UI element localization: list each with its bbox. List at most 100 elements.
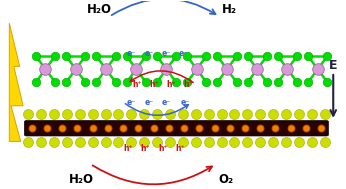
Text: e⁻: e⁻ bbox=[162, 49, 171, 58]
Point bbox=[124, 81, 129, 84]
Point bbox=[212, 127, 217, 130]
Point bbox=[166, 127, 172, 130]
Point bbox=[325, 81, 330, 84]
Point bbox=[64, 113, 70, 116]
Point bbox=[103, 68, 109, 71]
Point bbox=[181, 127, 187, 130]
Point bbox=[105, 127, 111, 130]
Text: e⁻: e⁻ bbox=[127, 49, 136, 58]
Text: e⁻: e⁻ bbox=[180, 98, 190, 107]
Point bbox=[164, 68, 169, 71]
FancyArrowPatch shape bbox=[125, 104, 188, 115]
Point bbox=[215, 55, 220, 58]
Point bbox=[206, 141, 211, 144]
Point bbox=[219, 113, 224, 116]
Point bbox=[275, 55, 281, 58]
Point bbox=[90, 113, 95, 116]
Point bbox=[270, 141, 276, 144]
Point bbox=[193, 141, 199, 144]
Point bbox=[203, 81, 209, 84]
Point bbox=[134, 68, 139, 71]
Text: e⁻: e⁻ bbox=[162, 98, 171, 107]
Point bbox=[296, 141, 302, 144]
Point bbox=[270, 113, 276, 116]
Point bbox=[285, 68, 290, 71]
Text: O₂: O₂ bbox=[219, 173, 234, 186]
Point bbox=[232, 141, 237, 144]
Point bbox=[63, 81, 69, 84]
Point bbox=[103, 141, 108, 144]
Point bbox=[103, 113, 108, 116]
Point bbox=[52, 81, 58, 84]
Point bbox=[154, 81, 160, 84]
Point bbox=[294, 55, 300, 58]
Point bbox=[305, 81, 311, 84]
Point bbox=[215, 81, 220, 84]
Point bbox=[44, 127, 50, 130]
Point bbox=[154, 141, 160, 144]
Point bbox=[90, 127, 95, 130]
Point bbox=[227, 127, 233, 130]
Point bbox=[38, 141, 44, 144]
Point bbox=[318, 127, 324, 130]
Point bbox=[75, 127, 80, 130]
Point bbox=[288, 127, 293, 130]
Point bbox=[283, 141, 289, 144]
Point bbox=[257, 113, 263, 116]
FancyBboxPatch shape bbox=[25, 121, 328, 136]
Point bbox=[257, 127, 263, 130]
Point bbox=[43, 68, 48, 71]
Point bbox=[113, 55, 118, 58]
Text: h⁺: h⁺ bbox=[175, 144, 185, 153]
Point bbox=[296, 113, 302, 116]
Point bbox=[257, 141, 263, 144]
Point bbox=[129, 113, 134, 116]
Point bbox=[173, 55, 179, 58]
Point bbox=[193, 113, 199, 116]
Point bbox=[93, 81, 99, 84]
Point bbox=[113, 81, 118, 84]
Point bbox=[180, 141, 186, 144]
Point bbox=[38, 113, 44, 116]
Text: e⁻: e⁻ bbox=[144, 49, 154, 58]
Point bbox=[264, 55, 270, 58]
Point bbox=[90, 141, 95, 144]
Text: H₂O: H₂O bbox=[69, 173, 94, 186]
Point bbox=[33, 81, 39, 84]
Point bbox=[234, 55, 239, 58]
Point bbox=[227, 127, 233, 130]
Point bbox=[309, 141, 315, 144]
Text: h⁺: h⁺ bbox=[132, 80, 142, 89]
Point bbox=[322, 141, 327, 144]
Point bbox=[315, 68, 320, 71]
Point bbox=[212, 127, 217, 130]
Point bbox=[288, 127, 293, 130]
Point bbox=[275, 81, 281, 84]
Point bbox=[245, 113, 250, 116]
Point bbox=[143, 55, 149, 58]
Point bbox=[83, 81, 88, 84]
Point bbox=[273, 127, 278, 130]
Point bbox=[254, 68, 260, 71]
Point bbox=[26, 113, 31, 116]
Point bbox=[264, 81, 270, 84]
Point bbox=[142, 141, 147, 144]
Point bbox=[305, 55, 311, 58]
Point bbox=[51, 113, 57, 116]
Point bbox=[173, 81, 179, 84]
Point bbox=[105, 127, 111, 130]
Point bbox=[180, 113, 186, 116]
Text: h⁺: h⁺ bbox=[166, 80, 176, 89]
Point bbox=[73, 68, 79, 71]
Point bbox=[120, 127, 126, 130]
Point bbox=[245, 81, 251, 84]
Point bbox=[181, 127, 187, 130]
Text: e⁻: e⁻ bbox=[127, 98, 136, 107]
Point bbox=[60, 127, 65, 130]
FancyArrowPatch shape bbox=[93, 165, 212, 184]
Point bbox=[166, 127, 172, 130]
Point bbox=[245, 55, 251, 58]
FancyArrowPatch shape bbox=[112, 0, 216, 15]
Point bbox=[322, 113, 327, 116]
Point bbox=[325, 55, 330, 58]
